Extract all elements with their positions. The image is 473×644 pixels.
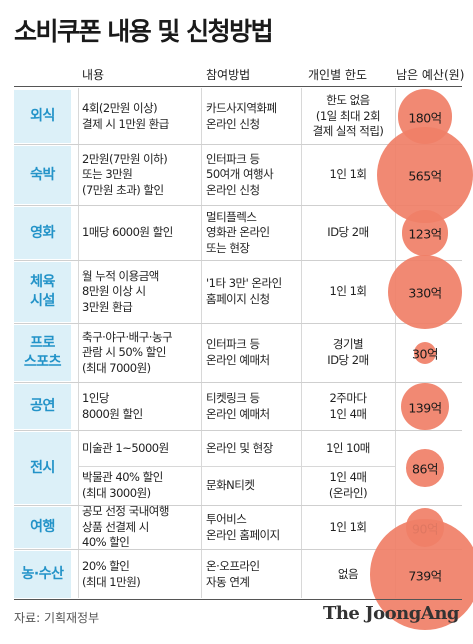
header-content: 내용 [82,68,105,82]
header-divider [14,86,462,87]
budget-bubble [376,126,473,224]
limit-cell: 1인 10매 [326,441,370,456]
publisher-logo: The JoongAng [322,603,460,624]
content-cell: 축구·야구·배구·농구 관람 시 50% 할인 (최대 7000원) [82,329,173,375]
category-label: 영화 [30,224,55,241]
content-cell: 2만원(7만원 이하) 또는 3만원 (7만원 초과) 할인 [82,151,168,197]
content-cell: 공모 선정 국내여행 상품 선결제 시 40% 할인 [82,504,169,550]
limit-cell: 경기별 ID당 2매 [327,337,369,367]
budget-label: 565억 [408,168,442,184]
limit-cell: 1인 1회 [329,284,367,299]
budget-label: 330억 [408,285,442,301]
budget-bubble [369,519,473,630]
row-divider [14,144,462,145]
method-cell: 카드사지역화폐 온라인 신청 [206,100,277,131]
row-divider [14,205,462,206]
row-divider [14,382,462,383]
source-note: 자료: 기획재정부 [14,611,100,625]
limit-cell: ID당 2매 [327,225,369,240]
method-cell: 문화N티켓 [206,478,255,493]
budget-bubble [402,210,448,256]
content-cell: 미술관 1~5000원 [82,441,169,456]
method-cell: 투어비스 온라인 홈페이지 [206,511,280,542]
budget-label: 739억 [408,568,442,583]
budget-label: 30억 [412,346,438,362]
column-divider [395,88,396,598]
limit-cell: 1인 4매 (온라인) [328,470,368,500]
row-divider [14,430,462,431]
method-cell: 온라인 및 현장 [206,441,273,456]
content-cell: 4회(2만원 이상) 결제 시 1만원 환급 [82,100,169,131]
category-cell: 전시 [14,432,71,504]
row-divider [14,323,462,324]
limit-cell: 2주마다 1인 4매 [329,390,367,421]
row-divider [14,549,462,550]
category-label: 농·수산 [21,566,64,583]
category-cell: 영화 [14,207,71,259]
limit-cell: 한도 없음 (1일 최대 2회 결제 실적 적립) [312,93,384,139]
category-cell: 공연 [14,384,71,429]
header-limit: 개인별 한도 [308,68,368,82]
page-title: 소비쿠폰 내용 및 신청방법 [14,17,274,46]
category-cell: 외식 [14,90,71,143]
budget-label: 139억 [408,400,442,415]
column-divider [201,88,202,598]
method-cell: 티켓링크 등 온라인 예매처 [206,390,270,421]
budget-bubble [401,382,449,431]
category-cell: 숙박 [14,146,71,204]
column-divider [301,88,302,598]
method-cell: '1타 3만' 온라인 홈페이지 신청 [206,276,282,306]
category-label: 공연 [30,398,55,415]
budget-bubble [388,255,462,329]
budget-label: 86억 [412,461,438,477]
content-cell: 박물관 40% 할인 (최대 3000원) [82,470,163,500]
category-label: 전시 [30,459,55,476]
limit-cell: 1인 1회 [329,167,367,182]
row-subdivider [78,466,395,467]
content-cell: 1매당 6000원 할인 [82,225,173,240]
column-divider [78,88,79,598]
limit-cell: 1인 1회 [329,519,367,534]
category-cell: 프로 스포츠 [14,325,71,381]
budget-label: 123억 [408,226,442,242]
budget-label: 180억 [408,110,442,125]
method-cell: 인터파크 등 온라인 예매처 [206,337,270,367]
limit-cell: 없음 [337,566,359,581]
table-header: 내용 참여방법 개인별 한도 남은 예산(원) [0,66,473,88]
category-cell: 농·수산 [14,551,71,598]
row-divider [14,505,462,506]
content-cell: 20% 할인 (최대 1만원) [82,558,141,589]
category-cell: 체육 시설 [14,262,71,322]
method-cell: 멀티플렉스 영화관 온라인 또는 현장 [206,209,270,255]
footer-divider [14,599,462,600]
category-label: 숙박 [30,166,55,183]
method-cell: 온·오프라인 자동 연계 [206,558,260,589]
row-divider [14,260,462,261]
header-budget: 남은 예산(원) [396,68,465,82]
category-cell: 여행 [14,507,71,548]
category-label: 여행 [30,519,55,536]
method-cell: 인터파크 등 50여개 여행사 온라인 신청 [206,151,274,197]
content-cell: 1인당 8000원 할인 [82,390,143,421]
category-label: 외식 [30,108,55,125]
header-method: 참여방법 [206,68,251,82]
category-label: 체육 시설 [30,274,55,309]
content-cell: 월 누적 이용금액 8만원 이상 시 3만원 환급 [82,268,159,314]
budget-bubble [413,341,437,365]
budget-bubble [406,449,444,487]
category-label: 프로 스포츠 [23,335,62,370]
